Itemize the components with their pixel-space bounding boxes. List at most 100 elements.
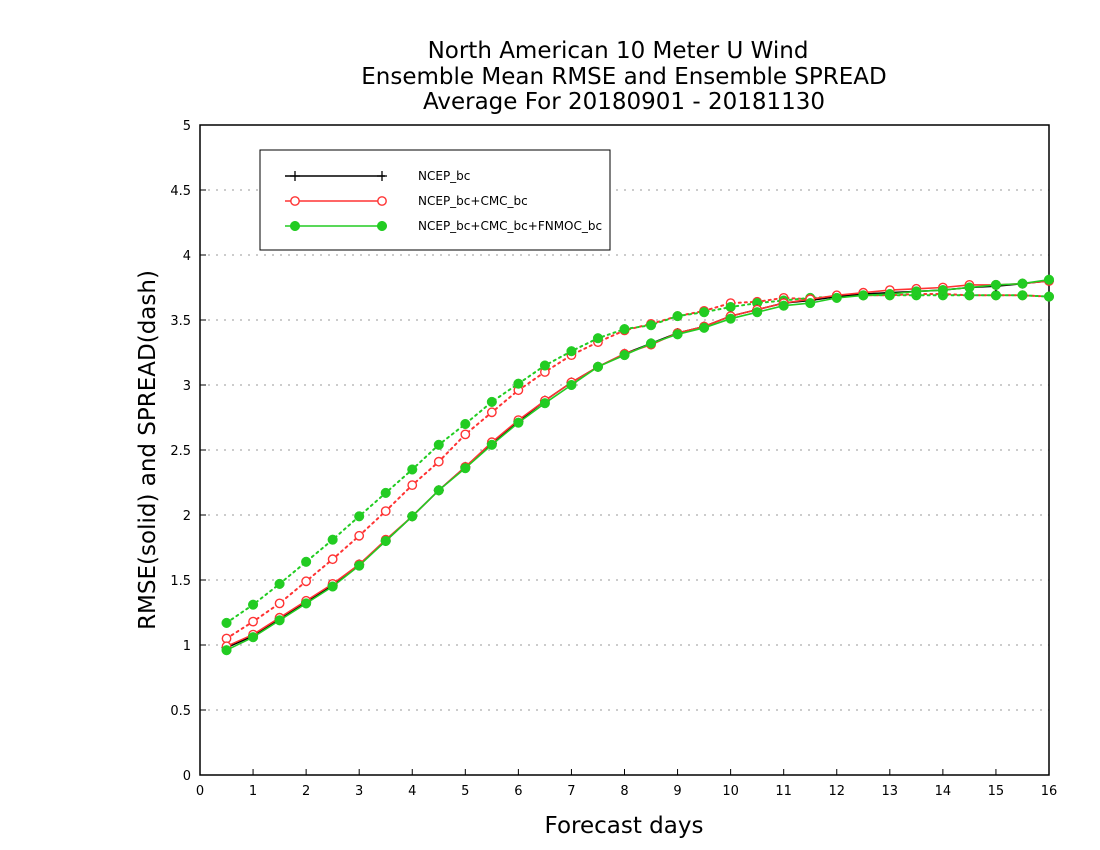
spread-point xyxy=(486,396,497,407)
series-rmse-0 xyxy=(221,276,1054,653)
spread-point xyxy=(274,578,285,589)
rmse-point xyxy=(539,398,550,409)
rmse-point xyxy=(592,361,604,372)
rmse-point xyxy=(486,439,497,450)
rmse-point xyxy=(672,329,683,340)
x-tick-label: 3 xyxy=(355,784,363,799)
rmse-point xyxy=(407,511,418,522)
x-tick-label: 7 xyxy=(567,784,575,799)
spread-point xyxy=(725,301,736,313)
rmse-point xyxy=(380,535,391,547)
spread-point xyxy=(460,429,471,440)
spread-point xyxy=(592,333,604,344)
spread-point xyxy=(433,439,444,450)
chart-title-line-1: North American 10 Meter U Wind xyxy=(428,38,809,64)
x-tick-label: 5 xyxy=(461,784,469,799)
series-1 xyxy=(221,289,1054,644)
rmse-line xyxy=(226,278,1050,651)
legend-label: NCEP_bc+CMC_bc+FNMOC_bc xyxy=(418,219,602,233)
rmse-point xyxy=(460,463,471,474)
legend-label: NCEP_bc+CMC_bc xyxy=(418,194,528,208)
spread-point xyxy=(1043,291,1055,302)
spread-point xyxy=(380,487,391,498)
rmse-point xyxy=(354,560,365,571)
spread-point xyxy=(433,456,444,467)
rmse-point xyxy=(645,338,657,349)
rmse-point xyxy=(964,282,975,293)
rmse-point xyxy=(248,632,259,643)
spread-point xyxy=(327,554,338,565)
spread-point xyxy=(645,320,657,331)
rmse-point xyxy=(752,307,763,318)
rmse-point xyxy=(433,485,444,496)
spread-point xyxy=(486,407,497,418)
rmse-point xyxy=(805,298,816,309)
legend: NCEP_bc NCEP_bc+CMC_bc NCEP_bc+CMC_bc+FNMO… xyxy=(259,149,611,251)
y-tick-label: 4.5 xyxy=(170,184,191,199)
y-tick-label: 3.5 xyxy=(170,314,191,329)
x-tick-label: 1 xyxy=(249,784,257,799)
spread-point xyxy=(354,530,365,541)
rmse-point xyxy=(1043,274,1055,285)
x-axis-label: Forecast days xyxy=(545,813,704,839)
rmse-line xyxy=(226,280,1050,649)
series-2 xyxy=(221,290,1055,628)
spread-point xyxy=(354,511,365,522)
spread-point xyxy=(274,598,285,609)
spread-point xyxy=(513,378,524,389)
spread-point xyxy=(301,556,312,567)
x-tick-label: 16 xyxy=(1041,784,1058,799)
chart-title-line-3: Average For 20180901 - 20181130 xyxy=(423,89,825,115)
y-tick-label: 2 xyxy=(183,509,191,524)
axis-ticks: 0 1 2 3 4 5 6 7 8 9 10 11 12 13 14 15 1600.511.522.533.5… xyxy=(170,119,1057,799)
rmse-point xyxy=(699,322,710,333)
series-rmse-2 xyxy=(221,274,1055,656)
rmse-point xyxy=(1017,278,1028,289)
legend-marker xyxy=(290,196,300,206)
spread-point xyxy=(539,360,550,371)
rmse-point xyxy=(566,379,577,391)
spread-point xyxy=(566,346,577,357)
x-tick-label: 13 xyxy=(882,784,899,799)
y-tick-label: 0 xyxy=(183,769,191,784)
rmse-point xyxy=(327,581,338,592)
grid xyxy=(200,189,1049,711)
rmse-point xyxy=(725,313,736,324)
y-axis-label: RMSE(solid) and SPREAD(dash) xyxy=(135,270,161,630)
y-tick-label: 1 xyxy=(183,639,191,654)
y-tick-label: 4 xyxy=(183,249,191,264)
x-tick-label: 14 xyxy=(935,784,952,799)
legend-marker xyxy=(289,220,301,232)
y-tick-label: 3 xyxy=(183,379,191,394)
x-tick-label: 12 xyxy=(828,784,845,799)
x-tick-label: 11 xyxy=(775,784,792,799)
spread-point xyxy=(221,617,232,628)
x-tick-label: 9 xyxy=(673,784,681,799)
spread-point xyxy=(699,307,710,318)
y-tick-label: 2.5 xyxy=(170,444,191,459)
spread-point xyxy=(990,290,1001,301)
rmse-point xyxy=(831,292,842,303)
spread-point xyxy=(619,324,630,335)
chart-title-line-2: Ensemble Mean RMSE and Ensemble SPREAD xyxy=(361,64,886,90)
x-tick-label: 0 xyxy=(196,784,204,799)
spread-point xyxy=(1017,290,1028,301)
legend-label: NCEP_bc xyxy=(418,169,470,183)
spread-line xyxy=(225,293,1050,640)
y-tick-label: 0.5 xyxy=(170,704,191,719)
y-tick-label: 1.5 xyxy=(170,574,191,589)
series-rmse-1 xyxy=(221,276,1054,652)
rmse-point xyxy=(301,598,312,609)
spread-point xyxy=(327,534,338,545)
rmse-point xyxy=(619,350,630,361)
rmse-point xyxy=(884,288,895,300)
spread-point xyxy=(407,480,418,490)
rmse-point xyxy=(937,285,948,296)
rmse-point xyxy=(221,645,232,656)
rmse-point xyxy=(513,417,524,428)
spread-point xyxy=(248,599,259,610)
legend-box xyxy=(259,149,611,251)
spread-point xyxy=(460,418,471,430)
spread-point xyxy=(248,616,258,627)
